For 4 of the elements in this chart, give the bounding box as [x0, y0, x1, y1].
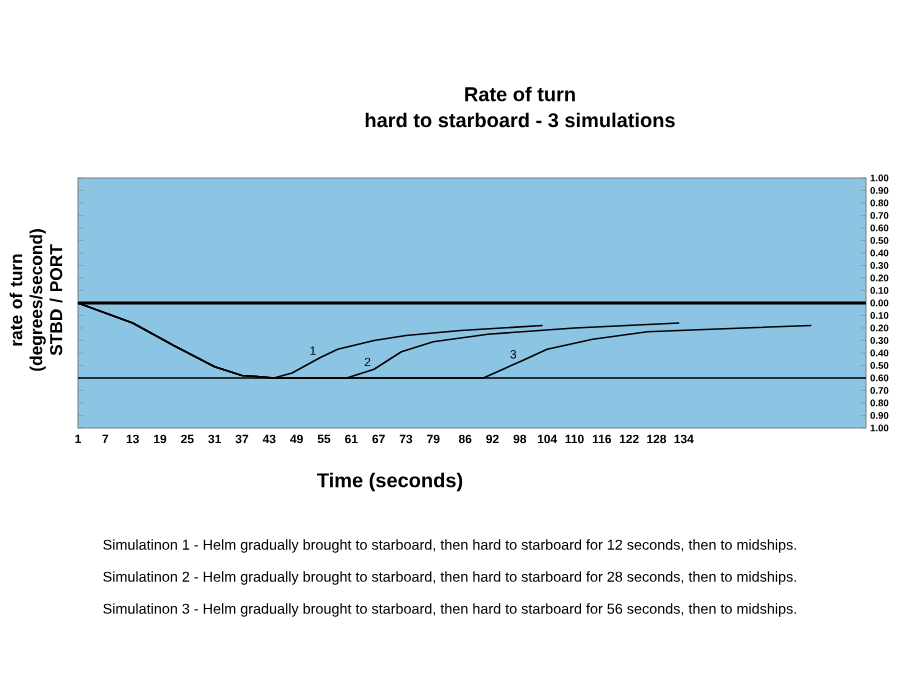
x-axis-title: Time (seconds) — [317, 472, 463, 492]
chart-subtitle: hard to starboard - 3 simulations — [365, 112, 675, 128]
y-axis-title: rate of turn (degrees/second) STBD / PORT — [9, 229, 63, 371]
chart-title: Rate of turn — [465, 86, 575, 102]
